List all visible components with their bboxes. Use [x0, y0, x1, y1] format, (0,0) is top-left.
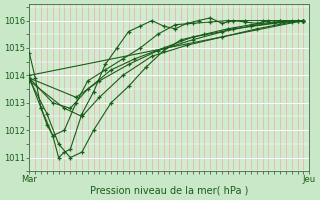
X-axis label: Pression niveau de la mer( hPa ): Pression niveau de la mer( hPa )	[90, 186, 249, 196]
